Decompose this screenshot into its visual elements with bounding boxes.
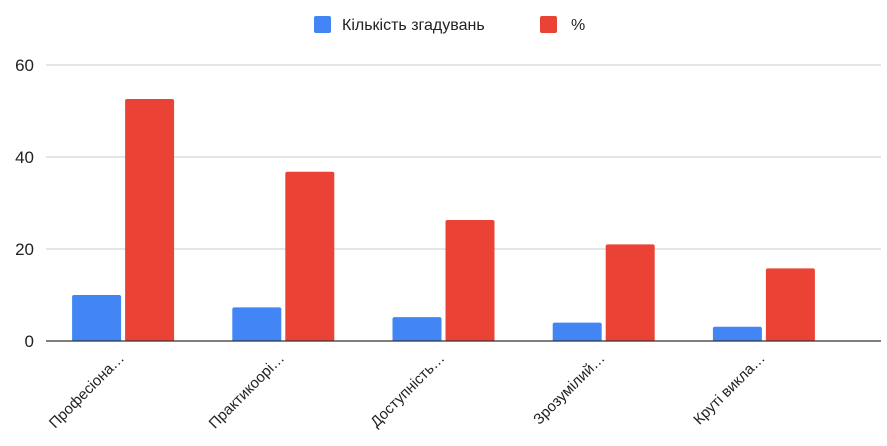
bar-percent-4[interactable]	[765, 268, 815, 341]
legend: Кількість згадувань %	[314, 16, 585, 34]
legend-item-percent[interactable]: %	[540, 16, 585, 34]
bar-count-0[interactable]	[72, 295, 122, 341]
x-axis-labels: Професіона… Практикоорі… Доступність… Зрозу…	[46, 350, 769, 432]
legend-item-count[interactable]: Кількість згадувань	[314, 16, 485, 34]
y-tick-label: 60	[15, 56, 34, 75]
x-category-label: Круті викла…	[690, 350, 768, 428]
x-category-label: Зрозумілий…	[530, 350, 608, 428]
bar-percent-1[interactable]	[285, 171, 335, 341]
y-tick-label: 0	[25, 332, 34, 351]
x-category-label: Доступність…	[367, 350, 448, 431]
y-tick-label: 20	[15, 240, 34, 259]
legend-label-count: Кількість згадувань	[342, 17, 485, 34]
legend-swatch-percent	[540, 16, 557, 33]
bar-count-2[interactable]	[392, 317, 442, 341]
x-category-label: Професіона…	[46, 350, 128, 432]
legend-label-percent: %	[571, 17, 585, 34]
bar-count-3[interactable]	[552, 322, 602, 341]
y-tick-label: 40	[15, 148, 34, 167]
bar-count-1[interactable]	[232, 307, 282, 341]
bars	[72, 99, 815, 341]
bar-percent-3[interactable]	[605, 244, 655, 341]
legend-swatch-count	[314, 16, 331, 33]
x-category-label: Практикоорі…	[206, 350, 288, 432]
bar-percent-2[interactable]	[445, 220, 495, 341]
bar-percent-0[interactable]	[125, 99, 175, 341]
y-axis-ticks: 0 20 40 60	[15, 56, 34, 351]
bar-count-4[interactable]	[712, 326, 762, 341]
